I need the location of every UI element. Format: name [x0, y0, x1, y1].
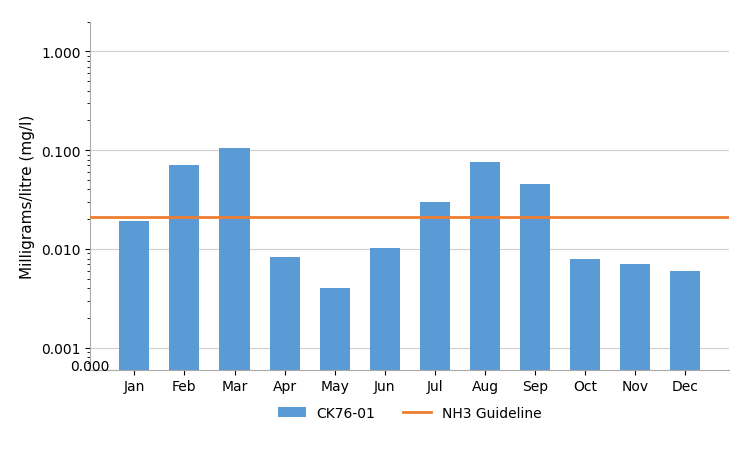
Bar [520, 185, 550, 451]
Bar [320, 289, 350, 451]
Bar [370, 249, 400, 451]
Bar [220, 149, 250, 451]
Bar [570, 259, 600, 451]
Bar [169, 166, 199, 451]
Bar [470, 163, 500, 451]
Bar [269, 258, 299, 451]
Bar [420, 202, 450, 451]
Y-axis label: Milligrams/litre (mg/l): Milligrams/litre (mg/l) [20, 114, 35, 278]
Bar [120, 222, 150, 451]
Bar [670, 271, 700, 451]
Text: 0.000: 0.000 [70, 359, 109, 373]
Legend: CK76-01, NH3 Guideline: CK76-01, NH3 Guideline [272, 400, 547, 425]
Bar [620, 265, 650, 451]
